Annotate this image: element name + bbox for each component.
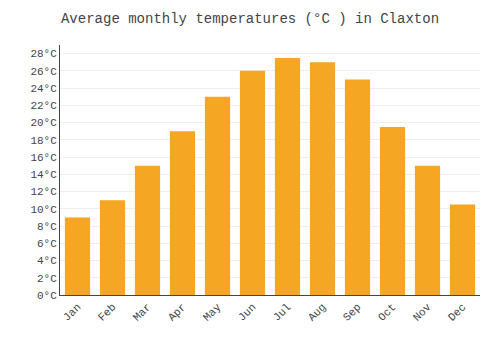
svg-text:22°C: 22°C xyxy=(30,100,57,112)
svg-text:Nov: Nov xyxy=(411,301,434,324)
svg-text:May: May xyxy=(201,301,224,324)
svg-text:10°C: 10°C xyxy=(30,204,57,216)
svg-text:Mar: Mar xyxy=(131,301,153,323)
svg-text:14°C: 14°C xyxy=(30,169,57,181)
svg-text:24°C: 24°C xyxy=(30,83,57,95)
svg-text:4°C: 4°C xyxy=(37,255,57,267)
svg-text:Jan: Jan xyxy=(61,301,83,323)
svg-text:26°C: 26°C xyxy=(30,66,57,78)
svg-text:Aug: Aug xyxy=(306,301,328,323)
svg-text:Oct: Oct xyxy=(376,301,398,323)
svg-text:16°C: 16°C xyxy=(30,152,57,164)
svg-text:6°C: 6°C xyxy=(37,238,57,250)
svg-text:Jul: Jul xyxy=(271,301,293,323)
svg-text:12°C: 12°C xyxy=(30,186,57,198)
svg-text:Dec: Dec xyxy=(446,301,468,323)
svg-text:Apr: Apr xyxy=(166,301,188,323)
svg-text:18°C: 18°C xyxy=(30,135,57,147)
svg-text:20°C: 20°C xyxy=(30,117,57,129)
svg-text:8°C: 8°C xyxy=(37,221,57,233)
svg-text:Feb: Feb xyxy=(96,301,118,323)
svg-text:2°C: 2°C xyxy=(37,273,57,285)
svg-text:0°C: 0°C xyxy=(37,290,57,302)
svg-text:Sep: Sep xyxy=(341,301,363,323)
svg-text:28°C: 28°C xyxy=(30,48,57,60)
svg-text:Average monthly temperatures (: Average monthly temperatures (°C ) in Cl… xyxy=(61,11,439,27)
svg-text:Jun: Jun xyxy=(236,301,258,323)
